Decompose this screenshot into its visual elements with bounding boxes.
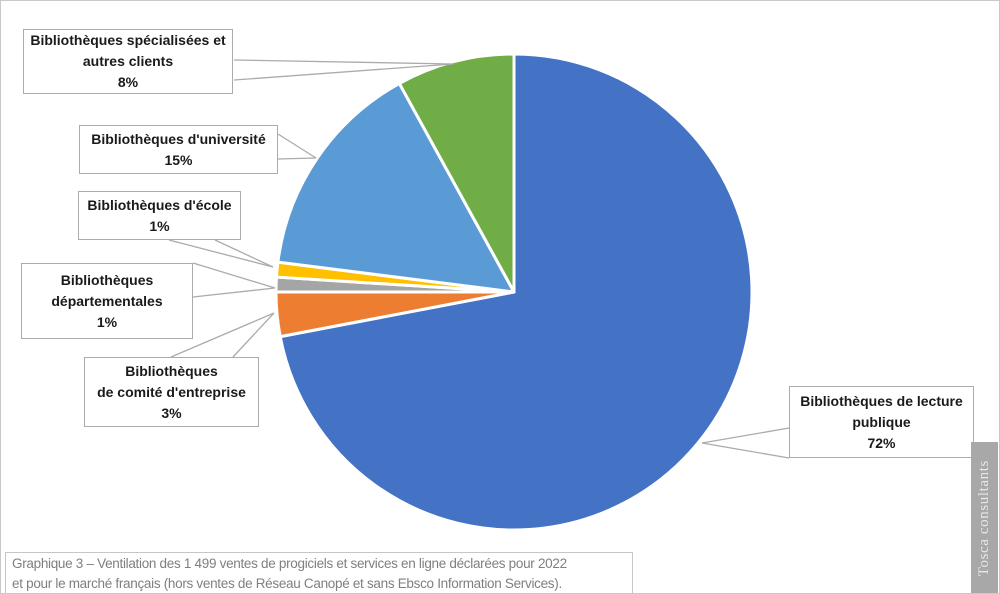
pointer-comite [170, 312, 275, 358]
callout-value: 1% [149, 217, 170, 234]
callout-label: Bibliothèques spécialisées et [30, 32, 226, 48]
callout-label: départementales [51, 292, 163, 309]
callout-departementales: Bibliothèques départementales 1% [21, 263, 193, 339]
callout-value: 1% [96, 313, 118, 330]
pointer-universite [277, 133, 317, 160]
pointer-departementales [192, 262, 276, 298]
callout-universite: Bibliothèques d'université 15% [79, 125, 278, 174]
pie-slice-5 [397, 52, 516, 294]
callout-label: Bibliothèques [125, 362, 218, 379]
callout-comite: Bibliothèques de comité d'entreprise 3% [84, 357, 259, 427]
callout-label: Bibliothèques d'université [91, 130, 266, 147]
callout-value: 8% [117, 74, 139, 90]
callout-value: 15% [164, 151, 193, 168]
pie [274, 52, 754, 532]
callout-value: 3% [161, 404, 182, 421]
caption-line-2: et pour le marché français (hors ventes … [12, 576, 562, 591]
pie-slice-4 [276, 81, 516, 294]
callout-label: Bibliothèques d'école [87, 196, 232, 213]
callout-pointers [168, 59, 790, 459]
callout-label: Bibliothèques de lecture [800, 392, 963, 409]
pointer-lecture [701, 427, 790, 459]
callout-value: 72% [867, 434, 896, 451]
callout-ecole: Bibliothèques d'école 1% [78, 191, 241, 240]
callout-label: de comité d'entreprise [97, 383, 246, 400]
chart-caption: Graphique 3 – Ventilation des 1 499 vent… [5, 552, 633, 593]
callout-label: autres clients [82, 53, 174, 69]
callout-label: Bibliothèques [60, 271, 154, 288]
callout-label: publique [852, 413, 911, 430]
watermark-band: Tosca consultants [971, 442, 998, 593]
callout-lecture: Bibliothèques de lecture publique 72% [789, 386, 974, 458]
caption-line-1: Graphique 3 – Ventilation des 1 499 vent… [12, 556, 567, 571]
pointer-specialisees [233, 59, 454, 81]
pointer-ecole [168, 239, 274, 268]
callout-specialisees: Bibliothèques spécialisées et autres cli… [23, 29, 233, 94]
pie-slice-0 [278, 52, 754, 532]
watermark-text: Tosca consultants [976, 459, 992, 577]
